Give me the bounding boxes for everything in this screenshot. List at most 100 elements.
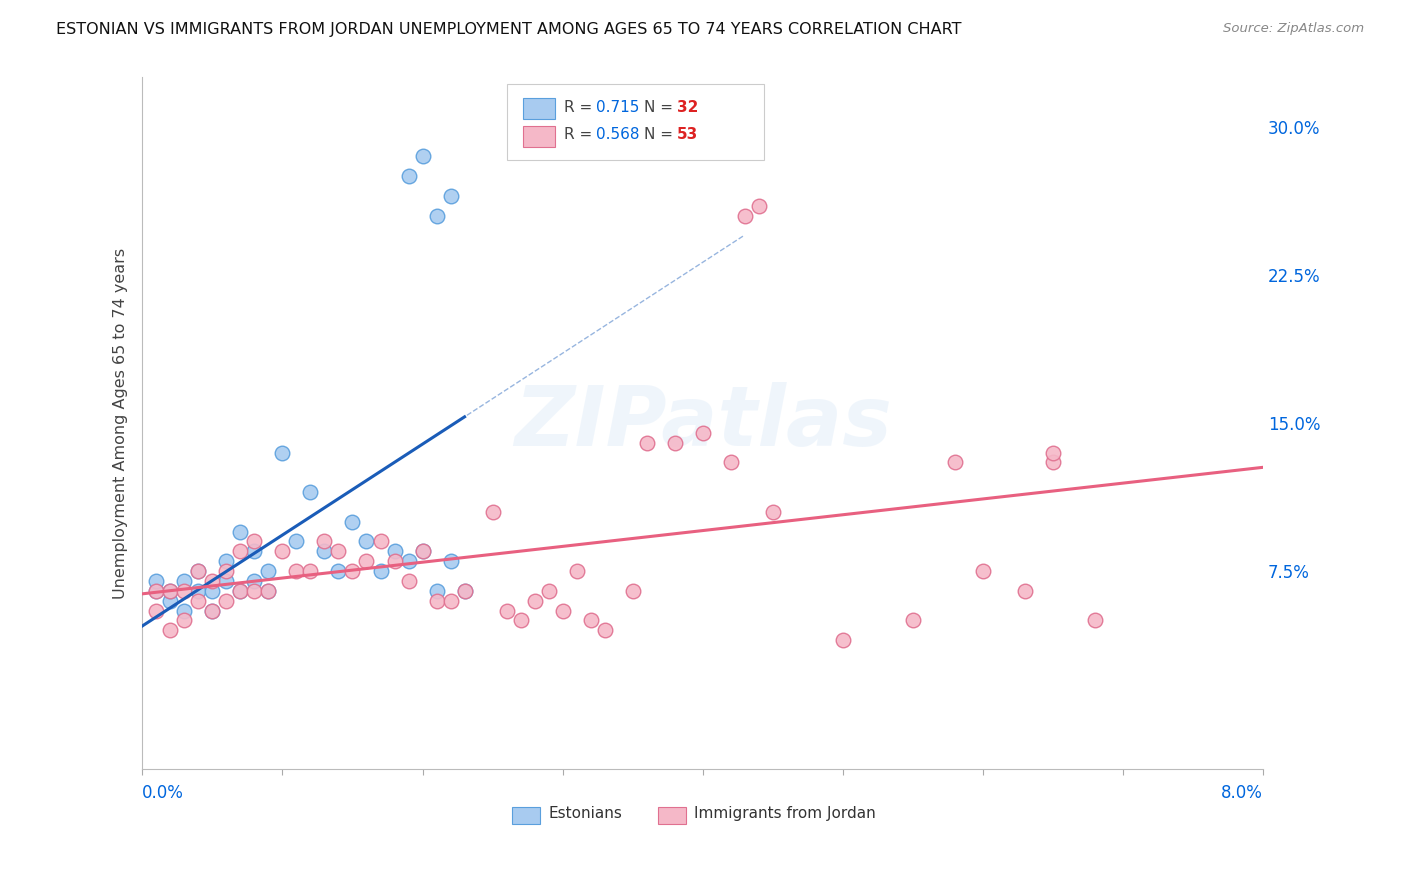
- Point: [173, 574, 195, 588]
- Point: [537, 583, 560, 598]
- Text: N =: N =: [644, 128, 678, 143]
- Text: Estonians: Estonians: [548, 806, 621, 821]
- FancyBboxPatch shape: [506, 85, 765, 161]
- Point: [328, 564, 350, 578]
- Point: [831, 633, 853, 648]
- Point: [243, 534, 266, 549]
- Point: [551, 603, 574, 617]
- Point: [762, 505, 785, 519]
- Text: 0.0%: 0.0%: [142, 784, 184, 802]
- Point: [145, 583, 167, 598]
- Text: N =: N =: [644, 100, 678, 115]
- Point: [720, 455, 742, 469]
- Point: [145, 583, 167, 598]
- Point: [229, 583, 252, 598]
- Point: [257, 583, 280, 598]
- Point: [972, 564, 994, 578]
- Point: [173, 614, 195, 628]
- Point: [1042, 455, 1064, 469]
- Point: [187, 593, 209, 607]
- Point: [398, 169, 420, 183]
- Point: [201, 583, 224, 598]
- Text: R =: R =: [564, 128, 598, 143]
- Point: [229, 524, 252, 539]
- Point: [201, 574, 224, 588]
- Point: [145, 574, 167, 588]
- Point: [145, 603, 167, 617]
- Point: [593, 624, 616, 638]
- Point: [215, 554, 238, 568]
- Point: [509, 614, 531, 628]
- FancyBboxPatch shape: [523, 98, 555, 119]
- Point: [243, 544, 266, 558]
- Point: [187, 564, 209, 578]
- Point: [425, 209, 447, 223]
- Text: 0.715: 0.715: [596, 100, 640, 115]
- Point: [285, 564, 308, 578]
- Point: [159, 593, 181, 607]
- Point: [453, 583, 475, 598]
- Point: [229, 583, 252, 598]
- Point: [342, 564, 364, 578]
- Point: [271, 445, 294, 459]
- Point: [565, 564, 588, 578]
- Point: [159, 583, 181, 598]
- Point: [159, 583, 181, 598]
- Point: [439, 554, 461, 568]
- Point: [173, 583, 195, 598]
- Text: 32: 32: [676, 100, 699, 115]
- Point: [215, 564, 238, 578]
- Point: [299, 485, 322, 500]
- Text: ZIPatlas: ZIPatlas: [513, 383, 891, 464]
- Point: [187, 564, 209, 578]
- Text: Immigrants from Jordan: Immigrants from Jordan: [693, 806, 876, 821]
- FancyBboxPatch shape: [523, 126, 555, 146]
- Point: [243, 574, 266, 588]
- Point: [398, 574, 420, 588]
- Point: [257, 583, 280, 598]
- Text: ESTONIAN VS IMMIGRANTS FROM JORDAN UNEMPLOYMENT AMONG AGES 65 TO 74 YEARS CORREL: ESTONIAN VS IMMIGRANTS FROM JORDAN UNEMP…: [56, 22, 962, 37]
- Text: Source: ZipAtlas.com: Source: ZipAtlas.com: [1223, 22, 1364, 36]
- Point: [370, 534, 392, 549]
- Point: [901, 614, 924, 628]
- Point: [271, 544, 294, 558]
- Point: [481, 505, 503, 519]
- Point: [356, 554, 378, 568]
- Point: [314, 534, 336, 549]
- Point: [748, 199, 770, 213]
- Point: [243, 583, 266, 598]
- Point: [664, 435, 686, 450]
- Point: [229, 544, 252, 558]
- Text: R =: R =: [564, 100, 598, 115]
- Point: [412, 149, 434, 163]
- Point: [439, 593, 461, 607]
- Text: 8.0%: 8.0%: [1222, 784, 1263, 802]
- Point: [692, 425, 714, 440]
- Point: [579, 614, 602, 628]
- FancyBboxPatch shape: [512, 806, 540, 824]
- Point: [187, 583, 209, 598]
- Point: [257, 564, 280, 578]
- Point: [734, 209, 756, 223]
- Point: [523, 593, 546, 607]
- Point: [342, 515, 364, 529]
- Point: [285, 534, 308, 549]
- Point: [453, 583, 475, 598]
- Point: [384, 554, 406, 568]
- Point: [636, 435, 658, 450]
- Point: [299, 564, 322, 578]
- Point: [173, 603, 195, 617]
- Point: [159, 624, 181, 638]
- Text: 0.568: 0.568: [596, 128, 640, 143]
- Point: [412, 544, 434, 558]
- Text: 53: 53: [676, 128, 699, 143]
- Point: [439, 189, 461, 203]
- Point: [215, 574, 238, 588]
- Point: [370, 564, 392, 578]
- Point: [356, 534, 378, 549]
- Point: [621, 583, 644, 598]
- Y-axis label: Unemployment Among Ages 65 to 74 years: Unemployment Among Ages 65 to 74 years: [114, 247, 128, 599]
- Point: [1014, 583, 1036, 598]
- Point: [201, 603, 224, 617]
- Point: [425, 583, 447, 598]
